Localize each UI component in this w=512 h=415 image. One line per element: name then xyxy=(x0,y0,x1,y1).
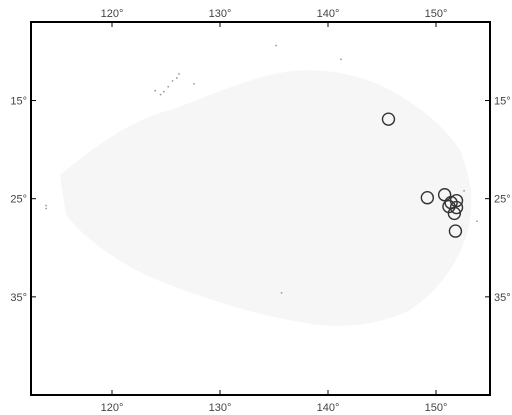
graticule: 120° 120° 130° 130° 140° 140° 150° 150° 15° 15° 25… xyxy=(10,8,510,414)
location-marker xyxy=(449,200,464,215)
lat-label-right: 15° xyxy=(494,96,511,108)
lon-label-bottom: 120° xyxy=(101,402,124,414)
location-marker xyxy=(448,224,463,238)
location-marker xyxy=(381,112,396,126)
coast-speck xyxy=(280,292,283,294)
coast-speck xyxy=(162,90,165,93)
lat-label-left: 35° xyxy=(10,292,27,304)
coast-speck xyxy=(45,207,48,210)
lon-label-bottom: 150° xyxy=(425,402,448,414)
lon-label-bottom: 140° xyxy=(317,402,340,414)
location-marker xyxy=(447,206,462,221)
lon-label-top: 120° xyxy=(101,8,124,20)
lat-label-left: 15° xyxy=(10,96,27,108)
coast-speck xyxy=(463,189,465,192)
coast-speck xyxy=(175,77,178,79)
location-marker xyxy=(437,188,452,202)
lon-label-top: 130° xyxy=(209,8,232,20)
coast-speck xyxy=(275,44,278,47)
land-layer xyxy=(60,70,472,326)
land-shape xyxy=(60,70,472,326)
coast-speck xyxy=(45,204,48,207)
lat-label-right: 25° xyxy=(494,194,511,206)
lon-label-top: 140° xyxy=(317,8,340,20)
location-marker xyxy=(420,191,435,205)
coast-speck xyxy=(159,93,162,96)
coast-speck xyxy=(178,73,180,75)
specks-layer xyxy=(45,44,478,294)
coast-speck xyxy=(154,89,157,92)
coast-speck xyxy=(171,79,174,82)
coast-speck xyxy=(193,82,195,85)
lon-label-top: 150° xyxy=(425,8,448,20)
coast-speck xyxy=(476,220,478,223)
lon-label-bottom: 130° xyxy=(209,402,232,414)
lat-label-left: 25° xyxy=(10,194,27,206)
lat-label-right: 35° xyxy=(494,292,511,304)
coast-speck xyxy=(167,85,170,88)
markers-layer xyxy=(381,112,464,238)
coast-speck xyxy=(340,58,342,61)
